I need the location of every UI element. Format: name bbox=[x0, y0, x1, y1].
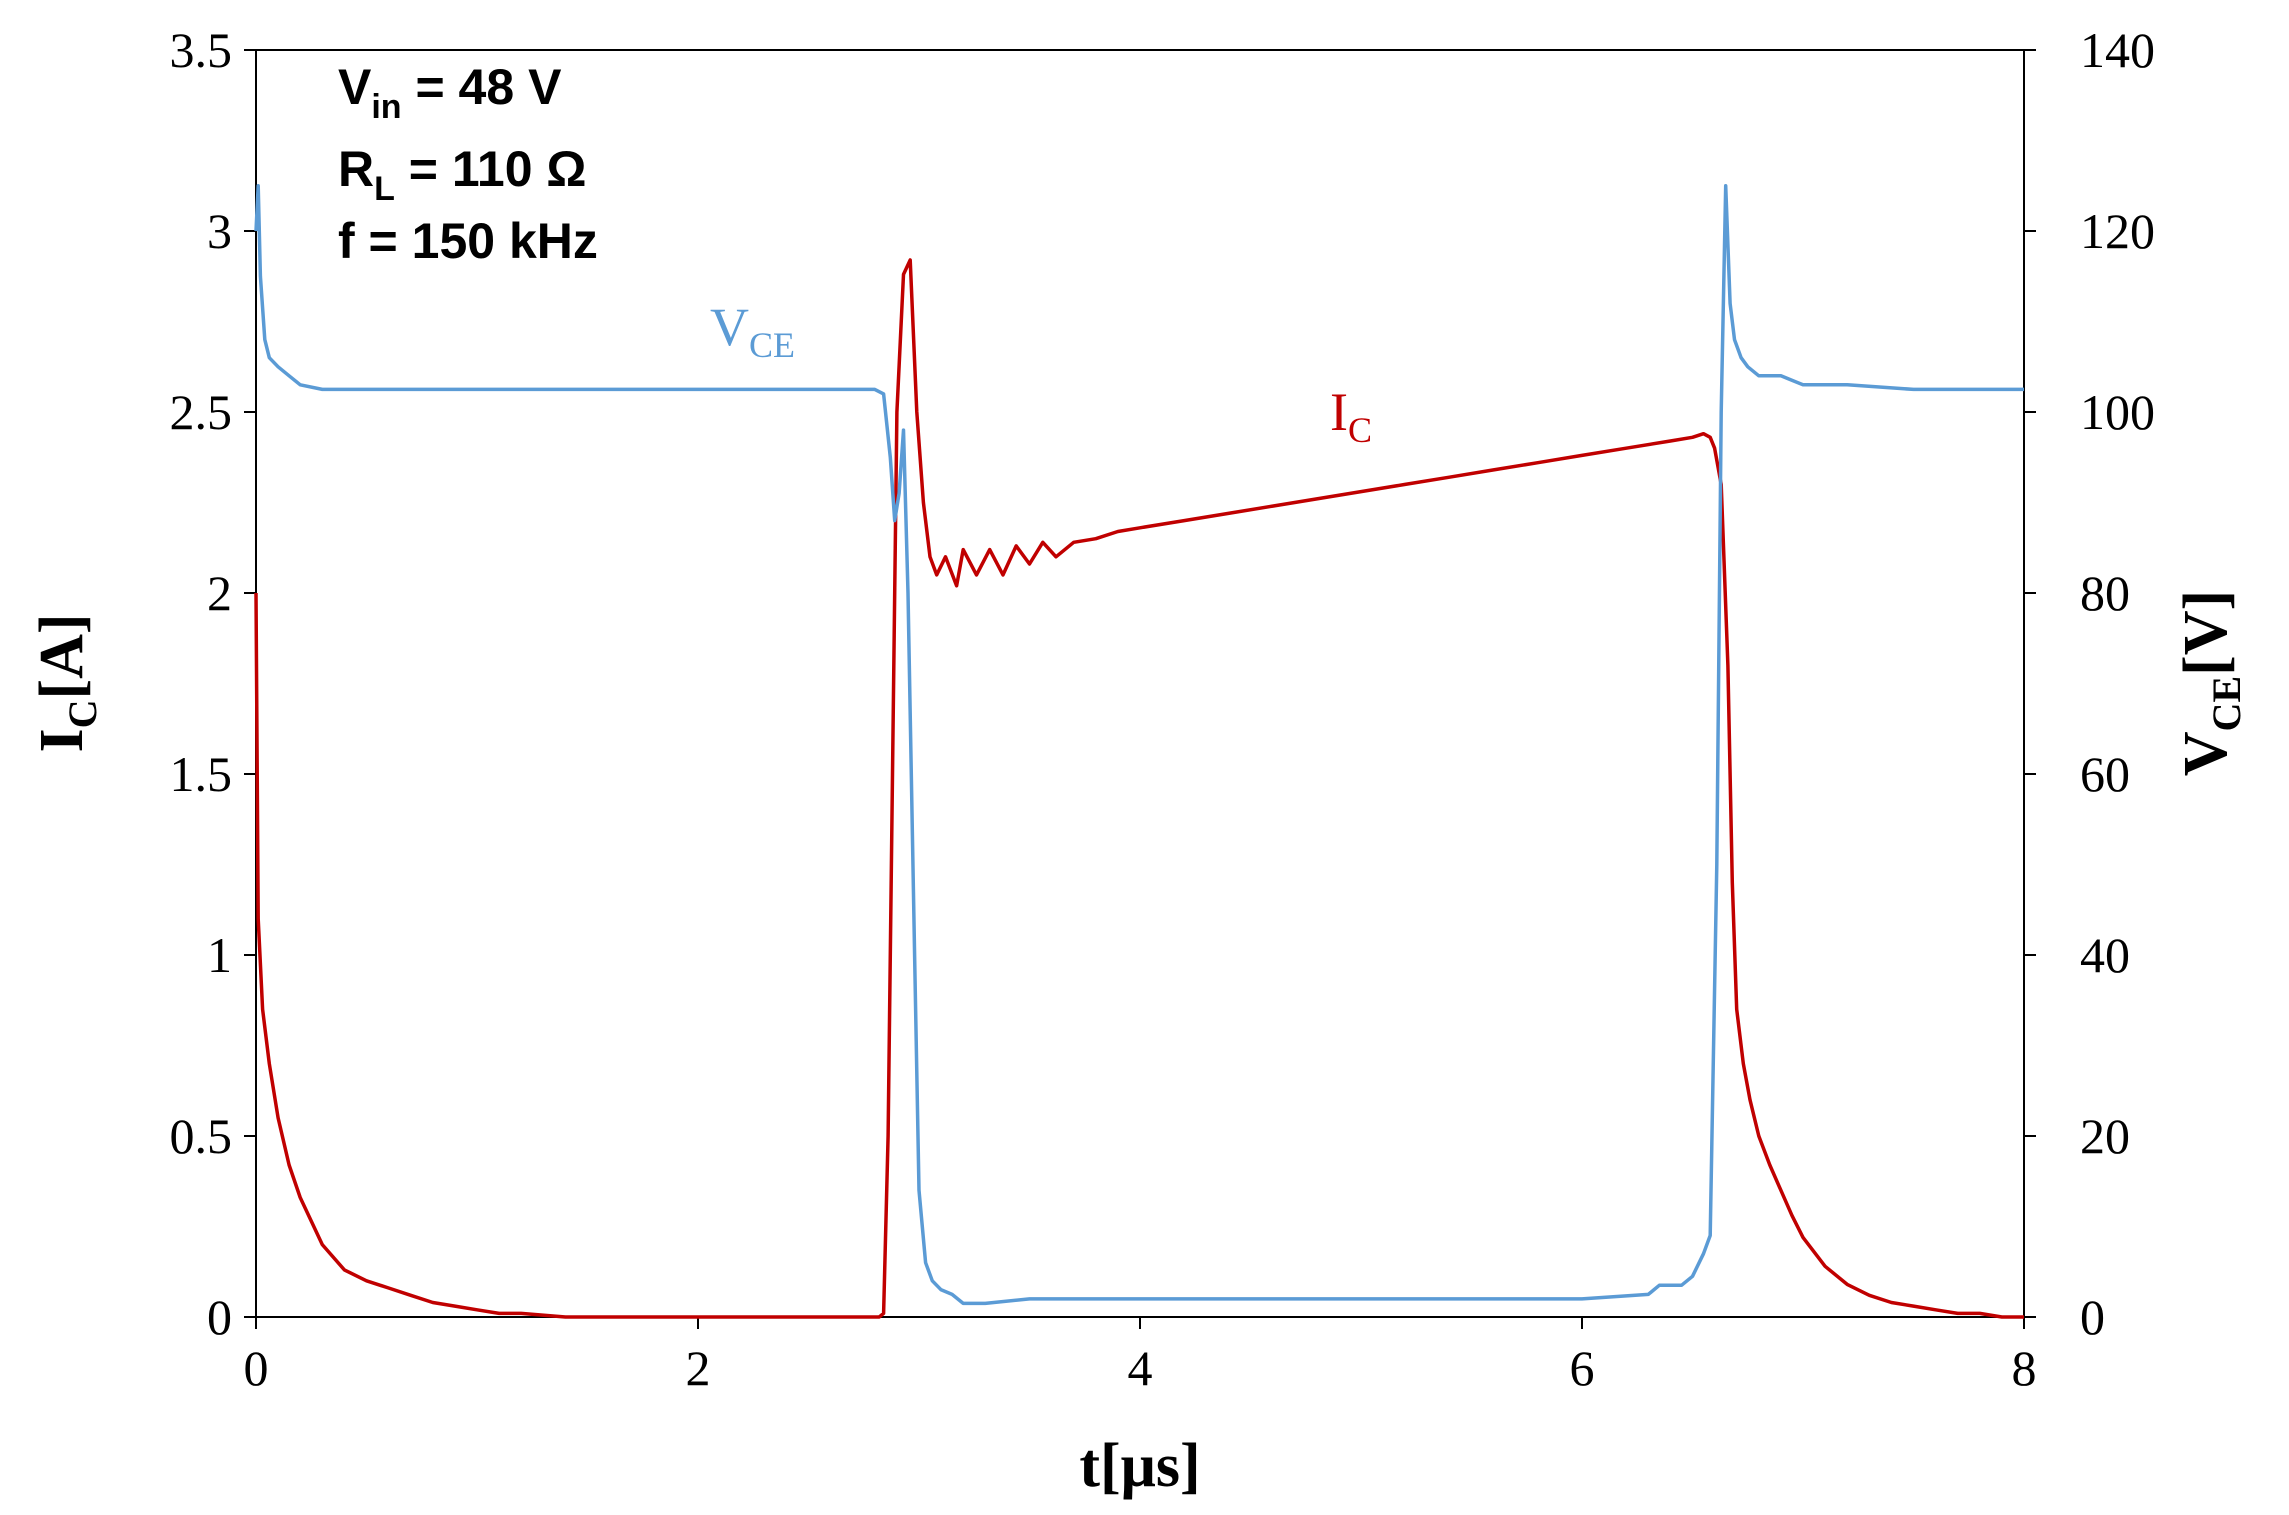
y-right-tick-label: 60 bbox=[2080, 746, 2130, 802]
series-label-vce: VCE bbox=[710, 297, 795, 365]
y-left-tick-label: 3.5 bbox=[170, 22, 233, 78]
y-right-tick-label: 120 bbox=[2080, 203, 2155, 259]
y-right-axis-ticks: 0 20 40 60 80 100 120 140 bbox=[2024, 22, 2155, 1345]
x-tick-label: 4 bbox=[1128, 1340, 1153, 1396]
y-right-tick-label: 0 bbox=[2080, 1289, 2105, 1345]
y-left-tick-label: 0 bbox=[207, 1289, 232, 1345]
x-axis-ticks: 0 2 4 6 8 bbox=[244, 1317, 2037, 1396]
y-right-axis-title: VCE[V] bbox=[2172, 590, 2249, 776]
annotation-frequency: f = 150 kHz bbox=[338, 213, 598, 269]
x-tick-label: 8 bbox=[2012, 1340, 2037, 1396]
y-right-tick-label: 140 bbox=[2080, 22, 2155, 78]
y-right-tick-label: 20 bbox=[2080, 1108, 2130, 1164]
y-right-tick-label: 80 bbox=[2080, 565, 2130, 621]
y-left-tick-label: 1.5 bbox=[170, 746, 233, 802]
y-left-tick-label: 2.5 bbox=[170, 384, 233, 440]
y-left-tick-label: 2 bbox=[207, 565, 232, 621]
y-left-axis-title: IC[A] bbox=[28, 613, 105, 752]
annotation-rl: RL = 110 Ω bbox=[338, 141, 587, 208]
y-left-axis-ticks: 0 0.5 1 1.5 2 2.5 3 3.5 bbox=[170, 22, 256, 1345]
x-axis-title: t[μs] bbox=[1079, 1432, 1200, 1500]
y-right-tick-label: 100 bbox=[2080, 384, 2155, 440]
x-tick-label: 2 bbox=[686, 1340, 711, 1396]
series-line-vce bbox=[254, 184, 2024, 1306]
x-tick-label: 0 bbox=[244, 1340, 269, 1396]
series-line-ic bbox=[254, 258, 2024, 1319]
annotation-vin: Vin = 48 V bbox=[338, 59, 562, 126]
y-left-tick-label: 3 bbox=[207, 203, 232, 259]
series-label-ic: IC bbox=[1330, 382, 1372, 450]
y-right-tick-label: 40 bbox=[2080, 927, 2130, 983]
y-left-tick-label: 1 bbox=[207, 927, 232, 983]
y-left-tick-label: 0.5 bbox=[170, 1108, 233, 1164]
x-tick-label: 6 bbox=[1570, 1340, 1595, 1396]
